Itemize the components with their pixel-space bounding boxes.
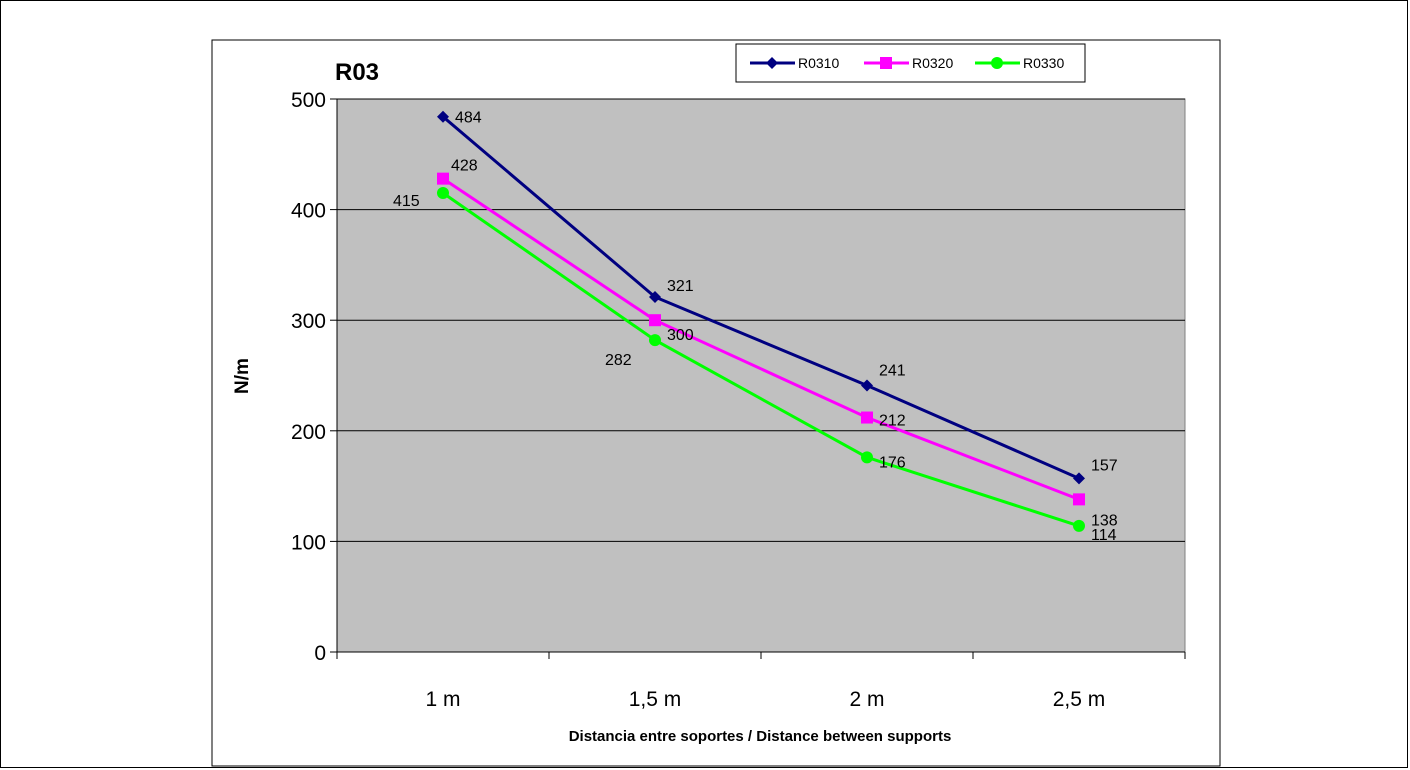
y-tick-label: 200 bbox=[291, 421, 326, 444]
x-tick-label: 2 m bbox=[849, 688, 884, 711]
legend-label: R0320 bbox=[912, 55, 953, 71]
chart-title: R03 bbox=[335, 59, 379, 86]
plot-area bbox=[336, 98, 1186, 653]
legend: R0310 R0320 R0330 bbox=[735, 43, 1086, 83]
data-label: 415 bbox=[393, 193, 420, 210]
x-tick-label: 1 m bbox=[425, 688, 460, 711]
x-axis-title: Distancia entre soportes / Distance betw… bbox=[569, 728, 952, 745]
data-label: 282 bbox=[605, 352, 632, 369]
y-tick-label: 0 bbox=[314, 642, 326, 665]
data-label: 241 bbox=[879, 362, 906, 379]
y-tick-label: 100 bbox=[291, 531, 326, 554]
series-layer bbox=[437, 110, 1085, 532]
axes: 0 100 200 300 400 500 1 m 1,5 m 2 m 2,5 m bbox=[291, 89, 1186, 711]
data-label: 157 bbox=[1091, 457, 1118, 474]
series-line-R0310 bbox=[442, 115, 1080, 480]
data-point bbox=[861, 451, 873, 464]
data-label: 176 bbox=[879, 454, 906, 471]
data-point bbox=[880, 57, 892, 69]
y-axis-title: N/m bbox=[232, 358, 253, 394]
legend-label: R0310 bbox=[798, 55, 839, 71]
data-point bbox=[649, 334, 661, 347]
data-label: 114 bbox=[1091, 527, 1117, 544]
data-labels: 484 321 241 157 428 300 212 138 415 282 176 114 bbox=[393, 110, 1118, 544]
data-label: 138 bbox=[1091, 512, 1118, 529]
data-point bbox=[991, 57, 1003, 69]
data-point bbox=[649, 314, 661, 327]
y-tick-label: 300 bbox=[291, 310, 326, 333]
data-point bbox=[1073, 493, 1085, 506]
y-tick-label: 400 bbox=[291, 200, 326, 223]
data-point bbox=[649, 290, 661, 303]
data-label: 212 bbox=[879, 413, 906, 430]
data-label: 321 bbox=[667, 278, 694, 295]
series-line-R0330 bbox=[442, 191, 1080, 528]
y-tick-label: 500 bbox=[291, 89, 326, 112]
data-point bbox=[437, 110, 449, 123]
x-tick-label: 2,5 m bbox=[1053, 688, 1106, 711]
data-point bbox=[861, 379, 873, 392]
data-point bbox=[1073, 519, 1085, 532]
data-point bbox=[766, 57, 778, 69]
x-tick-label: 1,5 m bbox=[629, 688, 682, 711]
grid-lines bbox=[337, 98, 1185, 542]
data-point bbox=[437, 187, 449, 200]
data-label: 300 bbox=[667, 327, 694, 344]
data-point bbox=[1073, 472, 1085, 485]
data-label: 484 bbox=[455, 110, 482, 127]
data-point bbox=[437, 172, 449, 185]
series-line-R0320 bbox=[442, 177, 1080, 501]
data-label: 428 bbox=[451, 158, 478, 175]
legend-label: R0330 bbox=[1023, 55, 1064, 71]
data-point bbox=[861, 411, 873, 424]
